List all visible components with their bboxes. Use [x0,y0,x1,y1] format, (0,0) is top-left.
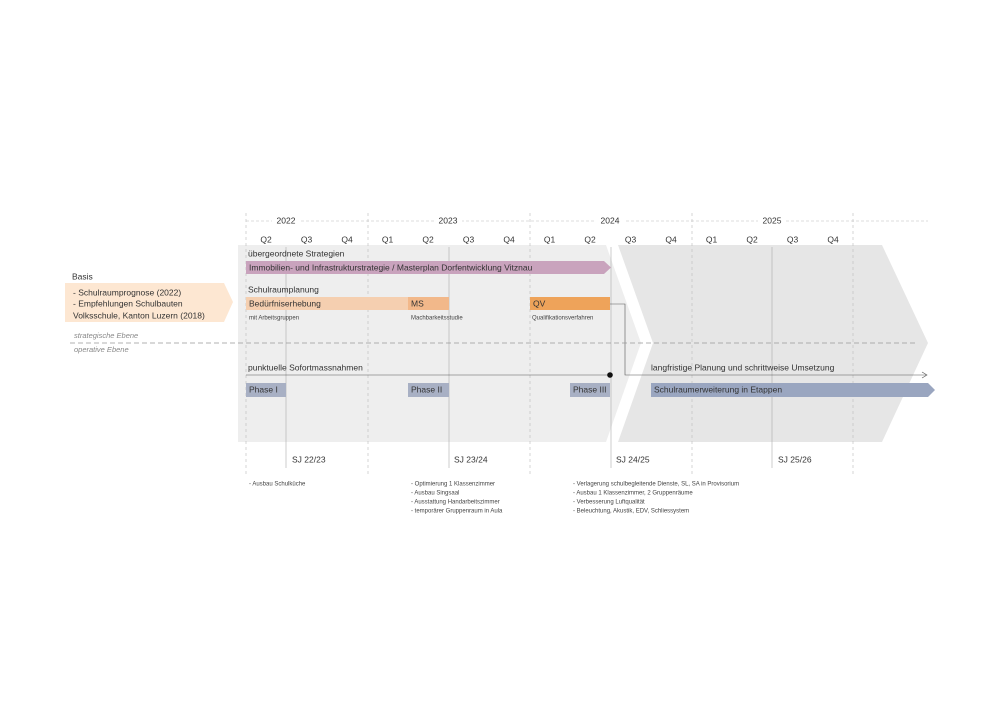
lower-labels: SJ 22/23 SJ 23/24 SJ 24/25 SJ 25/26 - Ausbau… [249,454,812,514]
phase-box [408,383,449,397]
quarter-label: Q2 [260,234,272,244]
header: 2022 2023 2024 2025 Q2 Q3 Q4 Q1 Q2 Q3 Q4 Q1 Q2 Q3 Q4 Q1… [260,215,839,244]
section-title: Schulraumplanung [248,284,319,294]
basis-line: Volksschule, Kanton Luzern (2018) [73,310,205,320]
basis-line: - Schulraumprognose (2022) [73,287,181,297]
note: - Verlagerung schulbegleitende Dienste, … [573,482,739,488]
year-bg [434,216,462,226]
note: - Beleuchtung, Akustik, EDV, Schliessyst… [573,509,689,515]
note: - Optimierung 1 Klassenzimmer [411,482,495,488]
quarter-label: Q2 [422,234,434,244]
quarter-label: Q3 [625,234,637,244]
section-title: langfristige Planung und schrittweise Um… [651,362,835,372]
school-year-label: SJ 24/25 [616,454,650,464]
basis-title: Basis [72,271,93,281]
expansion-bar [651,383,935,397]
phase-box [246,383,286,397]
quarter-label: Q1 [544,234,556,244]
quarter-label: Q4 [827,234,839,244]
year-label: 2023 [439,215,458,225]
quarter-label: Q4 [503,234,515,244]
note: - Verbesserung Luftqualität [573,500,645,506]
note: - Ausbau Singsaal [411,491,459,497]
basis-box [65,283,233,322]
quarter-label: Q3 [301,234,313,244]
grid [245,213,854,476]
phase-bar [530,297,610,310]
note: - temporärer Gruppenraum in Aula [411,509,503,515]
phase-bar [246,297,408,310]
section-title: punktuelle Sofortmassnahmen [248,362,363,372]
school-year-label: SJ 23/24 [454,454,488,464]
bar-label: Bedürfniserhebung [249,298,321,308]
year-bg [596,216,624,226]
milestone [607,372,613,378]
connector [610,303,926,376]
strategy-bar [246,261,611,274]
year-label: 2024 [601,215,620,225]
bar-label: MS [411,298,424,308]
phase-label: Phase I [249,384,278,394]
phase-box [570,383,610,397]
phase-label: Phase II [411,384,442,394]
note: - Ausbau 1 Klassenzimmer, 2 Gruppenräume [573,491,693,497]
section-title: übergeordnete Strategien [248,248,345,258]
year-bg [272,216,300,226]
bar-note: mit Arbeitsgruppen [249,316,299,322]
strategy-label: Immobilien- und Infrastrukturstrategie /… [249,262,533,272]
phase-label: Phase III [573,384,607,394]
school-year-label: SJ 25/26 [778,454,812,464]
note: - Ausstattung Handarbeitszimmer [411,500,500,506]
quarter-label: Q1 [382,234,394,244]
basis-line: - Empfehlungen Schulbauten [73,298,183,308]
quarter-label: Q3 [463,234,475,244]
note: - Ausbau Schulküche [249,482,306,488]
quarter-label: Q1 [706,234,718,244]
year-bg [758,216,786,226]
background-future [618,245,928,442]
year-label: 2025 [763,215,782,225]
quarter-label: Q3 [787,234,799,244]
quarter-label: Q2 [584,234,596,244]
expansion-label: Schulraumerweiterung in Etappen [654,384,782,394]
arrowhead [921,371,928,379]
year-label: 2022 [277,215,296,225]
background-past [238,245,641,442]
level-label: strategische Ebene [74,331,138,340]
school-year-label: SJ 22/23 [292,454,326,464]
bar-note: Qualifikationsverfahren [532,316,593,322]
quarter-label: Q4 [665,234,677,244]
level-label: operative Ebene [74,345,129,354]
quarter-label: Q2 [746,234,758,244]
bar-note: Machbarkeitsstudie [411,316,463,322]
bar-label: QV [533,298,546,308]
quarter-label: Q4 [341,234,353,244]
phase-bar [408,297,449,310]
